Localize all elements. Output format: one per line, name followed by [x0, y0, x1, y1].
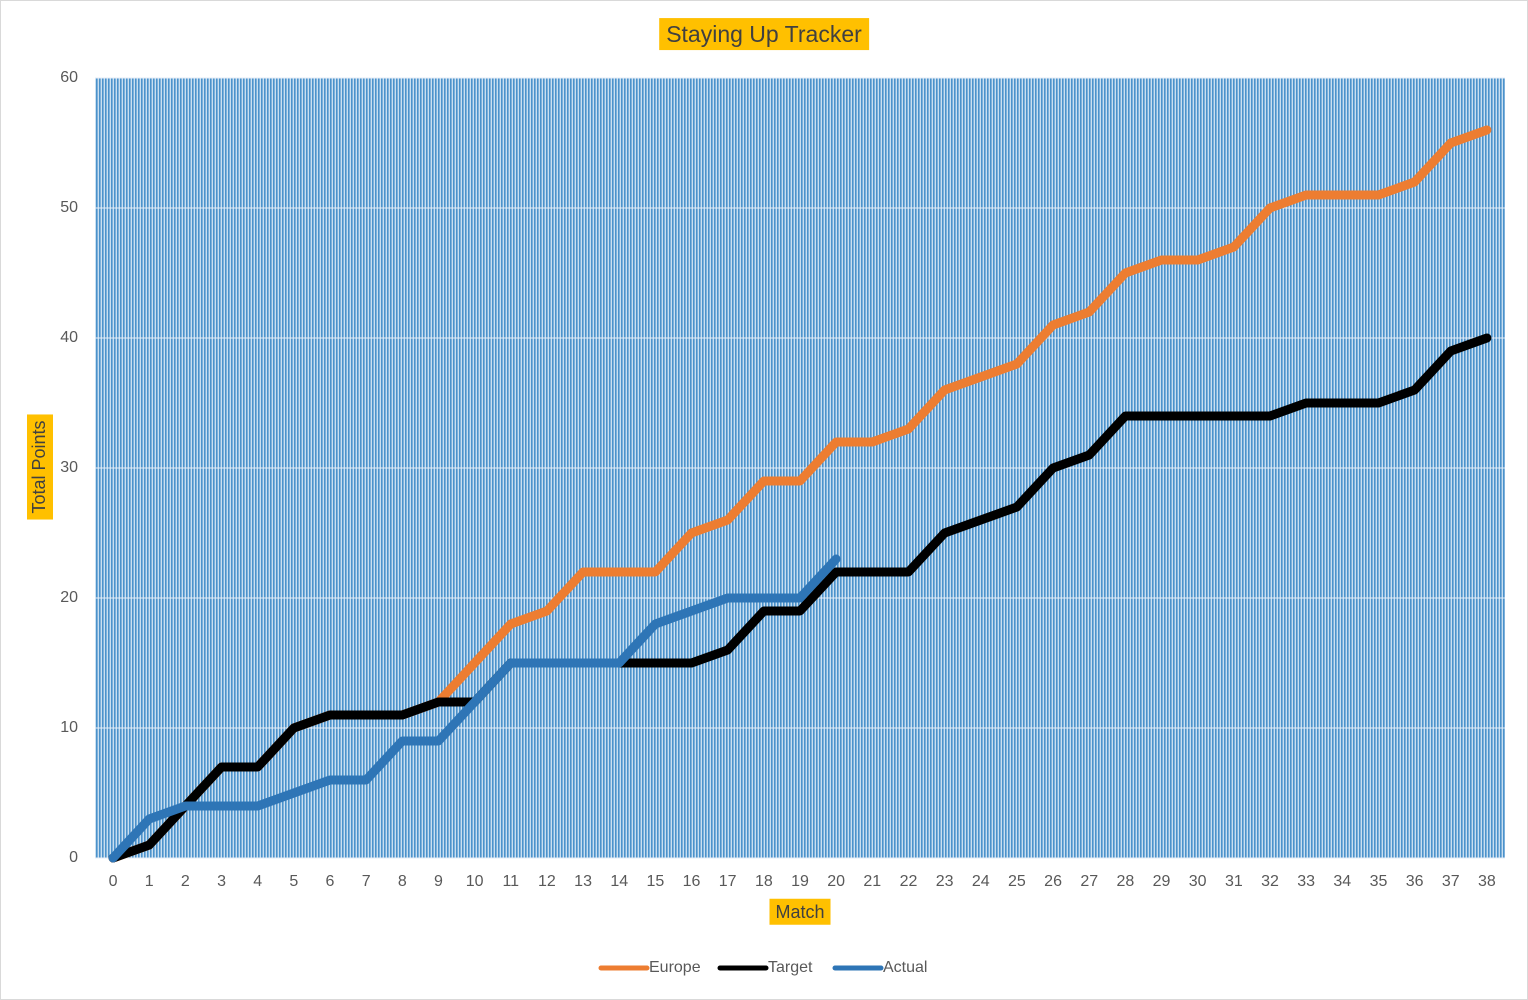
x-tick-label: 5: [289, 873, 298, 890]
x-tick-label: 36: [1406, 873, 1424, 890]
x-tick-label: 16: [683, 873, 701, 890]
y-label-box: [27, 414, 53, 520]
x-tick-label: 10: [466, 873, 484, 890]
x-tick-label: 6: [326, 873, 335, 890]
x-tick-label: 21: [863, 873, 881, 890]
series-line: [108, 554, 841, 863]
x-tick-label: 27: [1080, 873, 1098, 890]
x-tick-label: 14: [610, 873, 628, 890]
y-tick-label: 60: [60, 69, 78, 86]
x-tick-label: 9: [434, 873, 443, 890]
x-tick-label: 19: [791, 873, 809, 890]
x-tick-label: 28: [1116, 873, 1134, 890]
x-label-box: [769, 898, 831, 925]
x-tick-label: 38: [1478, 873, 1496, 890]
x-tick-label: 33: [1297, 873, 1315, 890]
x-tick-label: 32: [1261, 873, 1279, 890]
y-tick-label: 0: [69, 849, 78, 866]
x-tick-label: 23: [936, 873, 954, 890]
x-tick-label: 7: [362, 873, 371, 890]
x-tick-label: 31: [1225, 873, 1243, 890]
x-tick-label: 26: [1044, 873, 1062, 890]
x-tick-label: 37: [1442, 873, 1460, 890]
x-tick-label: 25: [1008, 873, 1026, 890]
x-tick-label: 18: [755, 873, 773, 890]
chart-title: Staying Up Tracker: [666, 21, 862, 47]
x-tick-label: 4: [253, 873, 262, 890]
x-tick-label: 35: [1370, 873, 1388, 890]
x-tick-label: 0: [109, 873, 118, 890]
x-tick-label: 24: [972, 873, 990, 890]
title-box: [659, 18, 870, 51]
x-tick-label: 13: [574, 873, 592, 890]
x-tick-label: 12: [538, 873, 556, 890]
x-tick-label: 34: [1333, 873, 1351, 890]
y-tick-label: 40: [60, 329, 78, 346]
x-tick-label: 17: [719, 873, 737, 890]
x-tick-label: 11: [502, 873, 519, 890]
x-tick-label: 29: [1153, 873, 1171, 890]
x-tick-label: 1: [145, 873, 154, 890]
legend-label: Actual: [883, 959, 927, 976]
legend-label: Target: [768, 959, 813, 976]
y-tick-label: 30: [60, 459, 78, 476]
x-tick-label: 2: [181, 873, 190, 890]
y-tick-label: 50: [60, 199, 78, 216]
y-tick-label: 20: [60, 589, 78, 606]
y-axis-label: Total Points: [29, 420, 49, 513]
x-tick-label: 22: [900, 873, 918, 890]
x-tick-label: 8: [398, 873, 407, 890]
y-tick-label: 10: [60, 719, 78, 736]
x-tick-label: 30: [1189, 873, 1207, 890]
legend-label: Europe: [649, 959, 701, 976]
x-tick-label: 20: [827, 873, 845, 890]
x-axis-label: Match: [775, 902, 824, 922]
x-tick-label: 3: [217, 873, 226, 890]
x-tick-label: 15: [646, 873, 664, 890]
series-line: [108, 333, 1492, 863]
